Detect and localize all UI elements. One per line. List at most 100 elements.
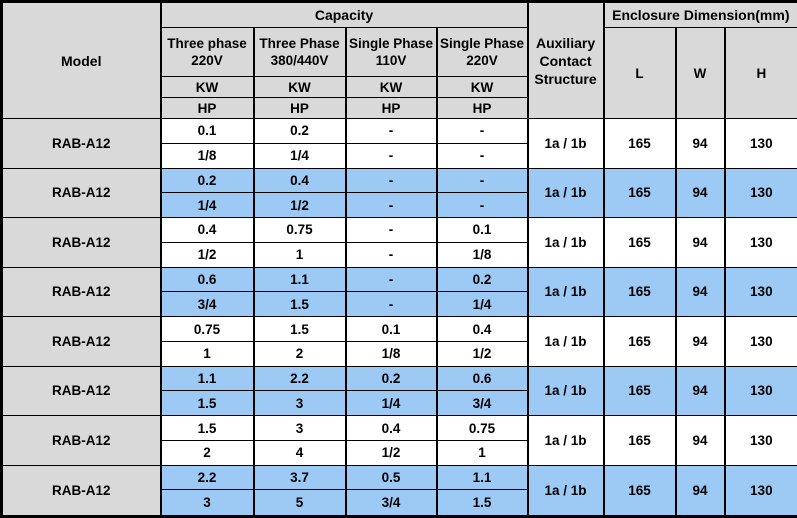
auxiliary-contact-line2: Contact — [539, 52, 592, 69]
kw-value-cell: 1.1 — [435, 464, 529, 491]
dim-l-cell: 165 — [602, 365, 677, 417]
hp-value-cell: 1/4 — [252, 142, 347, 169]
header-row-phases: Three phase 220V Three Phase 380/440V Si… — [2, 27, 797, 119]
hp-unit-header: HP — [252, 97, 347, 119]
table-row: RAB-A12 2.2 3.7 0.5 1.1 1a / 1b 165 94 130 — [0, 464, 797, 518]
dim-h-cell: 130 — [723, 266, 797, 318]
table-row: 1/8 1/4- - — [2, 142, 797, 169]
dim-l-cell: 165 — [602, 464, 677, 518]
kw-value-cell: - — [344, 167, 438, 194]
kw-value-cell: 3 — [252, 415, 347, 441]
kw-value-cell: 0.4 — [435, 316, 529, 342]
kw-value-cell: 0.2 — [435, 266, 529, 293]
hp-value-cell: 1/4 — [344, 390, 438, 417]
hp-value-cell: 1 — [159, 340, 255, 367]
hp-unit-header: HP — [344, 97, 438, 119]
model-cell: RAB-A12 — [0, 266, 162, 318]
kw-unit-header: KW — [435, 76, 529, 98]
hp-unit-header: HP — [435, 97, 529, 119]
kw-value-cell: - — [344, 118, 438, 144]
dim-h-cell: 130 — [723, 464, 797, 518]
hp-value-cell: 1/2 — [252, 192, 347, 219]
hp-value-cell: - — [344, 241, 438, 268]
dim-h-cell: 130 — [723, 365, 797, 417]
kw-value-cell: 0.4 — [159, 217, 255, 243]
phase-label-line2: 220V — [466, 53, 498, 68]
phase-label-line2: 380/440V — [270, 53, 329, 68]
kw-value-cell: 0.75 — [159, 316, 255, 342]
dim-h-cell: 130 — [723, 217, 797, 268]
kw-unit-header: KW — [159, 76, 255, 98]
kw-value-cell: 0.1 — [344, 316, 438, 342]
table-row: 1.5 3 1/4 3/4 — [2, 390, 797, 417]
table-row: 1/4 1/2- - — [2, 192, 797, 219]
dim-w-cell: 94 — [674, 266, 726, 318]
hp-value-cell: 1/2 — [159, 241, 255, 268]
kw-value-cell: 0.2 — [252, 118, 347, 144]
hp-value-cell: - — [435, 192, 529, 219]
dim-w-cell: 94 — [674, 464, 726, 518]
table-row: RAB-A12 0.1 0.2- -1a / 1b 165 94 130 — [0, 118, 797, 169]
phase-label-line2: 220V — [191, 53, 223, 68]
dim-l-cell: 165 — [602, 415, 677, 466]
dim-w-cell: 94 — [674, 316, 726, 367]
hp-value-cell: 1.5 — [159, 390, 255, 417]
auxiliary-contact-line1: Auxiliary — [535, 34, 596, 51]
table-row: 1/2 1-1/8 — [2, 241, 797, 268]
kw-value-cell: 0.5 — [344, 464, 438, 491]
auxiliary-contact-line3: Structure — [534, 70, 597, 87]
table-row: RAB-A12 1.5 3 0.4 0.75 1a / 1b 165 94 130 — [0, 415, 797, 466]
hp-value-cell: 1/2 — [435, 340, 529, 367]
dim-w-cell: 94 — [674, 118, 726, 169]
kw-value-cell: 0.6 — [159, 266, 255, 293]
kw-value-cell: 2.2 — [159, 464, 255, 491]
dim-l-header: L — [602, 27, 677, 119]
kw-unit-header: KW — [344, 76, 438, 98]
model-cell: RAB-A12 — [0, 217, 162, 268]
dim-w-cell: 94 — [674, 167, 726, 219]
kw-value-cell: - — [344, 266, 438, 293]
aux-contact-cell: 1a / 1b — [526, 464, 605, 518]
kw-value-cell: 1.5 — [252, 316, 347, 342]
kw-value-cell: 0.4 — [252, 167, 347, 194]
kw-value-cell: 0.2 — [344, 365, 438, 392]
hp-value-cell: 1/4 — [435, 291, 529, 318]
phase-header-three-phase-380-440v: Three Phase 380/440V — [252, 27, 347, 77]
kw-value-cell: 3.7 — [252, 464, 347, 491]
kw-value-cell: 1.1 — [159, 365, 255, 392]
hp-value-cell: 4 — [252, 439, 347, 466]
table-row: RAB-A12 0.6 1.1-0.2 1a / 1b 165 94 130 — [0, 266, 797, 318]
hp-value-cell: 1/2 — [344, 439, 438, 466]
hp-value-cell: - — [435, 142, 529, 169]
hp-value-cell: 1/8 — [435, 241, 529, 268]
model-cell: RAB-A12 — [0, 365, 162, 417]
aux-contact-cell: 1a / 1b — [526, 167, 605, 219]
hp-value-cell: 1.5 — [252, 291, 347, 318]
dim-h-cell: 130 — [723, 415, 797, 466]
model-cell: RAB-A12 — [0, 316, 162, 367]
table-row: RAB-A12 0.2 0.4- -1a / 1b 165 94 130 — [0, 167, 797, 219]
dim-h-cell: 130 — [723, 167, 797, 219]
kw-value-cell: 0.6 — [435, 365, 529, 392]
dim-l-cell: 165 — [602, 217, 677, 268]
kw-value-cell: 1.5 — [159, 415, 255, 441]
hp-unit-header: HP — [159, 97, 255, 119]
kw-value-cell: 0.1 — [435, 217, 529, 243]
aux-contact-cell: 1a / 1b — [526, 118, 605, 169]
kw-value-cell: - — [435, 118, 529, 144]
hp-value-cell: - — [344, 291, 438, 318]
table-body: RAB-A12 0.1 0.2- -1a / 1b 165 94 130 1/8 1/4- - RA… — [0, 118, 797, 518]
hp-value-cell: 1/8 — [159, 142, 255, 169]
table-row: RAB-A12 0.4 0.75-0.1 1a / 1b 165 94 130 — [0, 217, 797, 268]
dim-l-cell: 165 — [602, 118, 677, 169]
aux-contact-cell: 1a / 1b — [526, 316, 605, 367]
dim-w-cell: 94 — [674, 365, 726, 417]
dim-w-cell: 94 — [674, 415, 726, 466]
hp-value-cell: 3 — [252, 390, 347, 417]
enclosure-dimension-header: Enclosure Dimension(mm) — [602, 1, 797, 28]
hp-value-cell: 1.5 — [435, 489, 529, 517]
dim-l-cell: 165 — [602, 266, 677, 318]
phase-header-single-phase-110v: Single Phase 110V — [344, 27, 438, 77]
header-row-top: Model Capacity Auxiliary Contact Structu… — [0, 1, 797, 119]
kw-value-cell: 0.1 — [159, 118, 255, 144]
